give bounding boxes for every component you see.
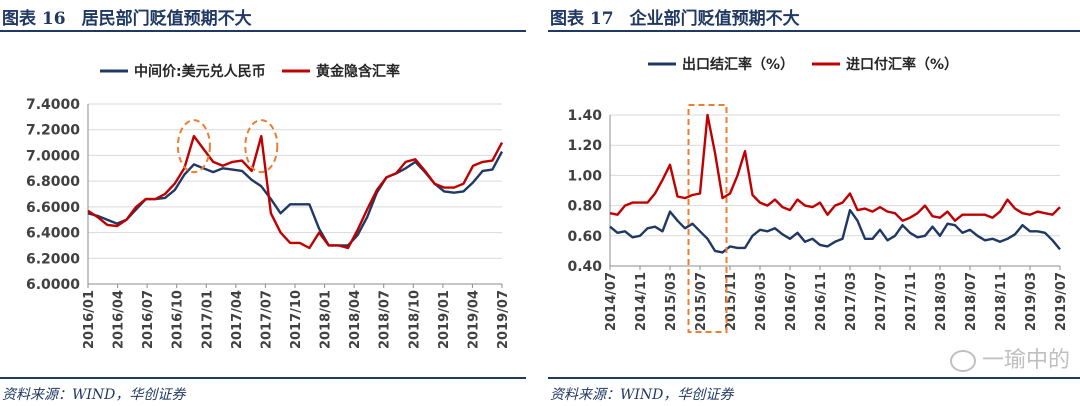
x-tick-label: 2019/07 bbox=[496, 290, 511, 349]
y-tick-label: 7.0000 bbox=[26, 148, 80, 164]
x-tick-label: 2017/07 bbox=[259, 290, 274, 349]
x-tick-label: 2017/10 bbox=[289, 290, 304, 349]
watermark-text: 一瑜中的 bbox=[981, 348, 1070, 373]
figure-17-label: 图表 17 bbox=[550, 9, 614, 29]
y-tick-label: 0.80 bbox=[567, 199, 602, 215]
x-tick-label: 2016/11 bbox=[814, 272, 829, 331]
figure-16-label: 图表 16 bbox=[2, 9, 66, 29]
x-tick-label: 2016/07 bbox=[784, 272, 799, 331]
x-tick-label: 2019/07 bbox=[1054, 272, 1069, 331]
x-tick-label: 2017/03 bbox=[844, 272, 859, 331]
x-tick-label: 2015/07 bbox=[694, 272, 709, 331]
figure-17: 图表 17 企业部门贬值预期不大 0.40 0.60 0.80 1.00 1.20 1.40… bbox=[548, 0, 1080, 406]
legend-label-2: 黄金隐含汇率 bbox=[316, 63, 400, 80]
y-tick-label: 6.4000 bbox=[26, 226, 80, 242]
y-tick-label: 1.40 bbox=[567, 108, 602, 124]
figure-16-bottom-rule bbox=[0, 377, 526, 379]
watermark: 一瑜中的 bbox=[949, 342, 1070, 374]
x-tick-label: 2019/03 bbox=[1024, 272, 1039, 331]
figure-17-title: 图表 17 企业部门贬值预期不大 bbox=[550, 4, 816, 29]
chart-16: 6.0000 6.2000 6.4000 6.6000 6.8000 7.0000 7.20… bbox=[26, 63, 511, 349]
x-tick-label: 2016/10 bbox=[171, 290, 186, 349]
x-tick-label: 2018/11 bbox=[994, 272, 1009, 331]
wechat-icon bbox=[949, 350, 976, 372]
x-tick-label: 2018/01 bbox=[319, 290, 334, 349]
x-tick-label: 2017/01 bbox=[200, 290, 215, 349]
x-tick-label: 2015/11 bbox=[724, 272, 739, 331]
x-tick-label: 2018/07 bbox=[964, 272, 979, 331]
series-line-2 bbox=[87, 134, 504, 250]
x-tick-label: 2018/10 bbox=[407, 290, 422, 349]
highlight-ellipse-1 bbox=[176, 119, 211, 174]
x-tick-label: 2018/07 bbox=[378, 290, 393, 349]
figure-16-heading: 居民部门贬值预期不大 bbox=[81, 9, 252, 29]
figure-16-top-rule bbox=[0, 30, 526, 32]
x-tick-label: 2017/07 bbox=[874, 272, 889, 331]
legend-label-2: 进口付汇率（%） bbox=[846, 56, 958, 73]
x-tick-label: 2017/11 bbox=[904, 272, 919, 331]
figure-16-source: 资料来源：WIND，华创证券 bbox=[2, 387, 186, 403]
x-tick-label: 2019/01 bbox=[437, 290, 452, 349]
x-tick-label: 2016/04 bbox=[112, 290, 127, 349]
figure-17-source: 资料来源：WIND，华创证券 bbox=[550, 387, 734, 403]
figure-17-top-rule bbox=[548, 30, 1080, 32]
highlight-box-1 bbox=[687, 104, 728, 333]
x-tick-label: 2019/04 bbox=[466, 290, 481, 349]
y-tick-label: 6.8000 bbox=[26, 174, 80, 190]
x-tick-label: 2018/04 bbox=[348, 290, 363, 349]
series-line-2 bbox=[609, 113, 1061, 222]
y-tick-label: 1.00 bbox=[567, 168, 602, 184]
y-tick-label: 0.60 bbox=[567, 229, 602, 245]
x-tick-label: 2017/04 bbox=[230, 290, 245, 349]
y-tick-label: 6.2000 bbox=[26, 251, 80, 267]
legend-label-1: 出口结汇率（%） bbox=[682, 56, 794, 73]
highlight-ellipse-2 bbox=[244, 119, 279, 174]
x-tick-label: 2014/11 bbox=[634, 272, 649, 331]
x-tick-label: 2015/03 bbox=[664, 272, 679, 331]
x-tick-label: 2016/01 bbox=[82, 290, 97, 349]
chart-17: 0.40 0.60 0.80 1.00 1.20 1.40 2014/07 2014/11 20… bbox=[567, 56, 1069, 333]
y-tick-label: 6.0000 bbox=[26, 277, 80, 293]
y-tick-label: 7.2000 bbox=[26, 123, 80, 139]
y-tick-label: 1.20 bbox=[567, 138, 602, 154]
y-tick-label: 7.4000 bbox=[26, 97, 80, 113]
figure-16: 图表 16 居民部门贬值预期不大 6.0000 6.2000 6.4000 6.6000… bbox=[0, 0, 526, 406]
x-tick-label: 2016/07 bbox=[141, 290, 156, 349]
x-tick-label: 2014/07 bbox=[604, 272, 619, 331]
y-tick-label: 6.6000 bbox=[26, 200, 80, 216]
legend-label-1: 中间价:美元兑人民币 bbox=[134, 63, 266, 80]
figure-17-heading: 企业部门贬值预期不大 bbox=[629, 9, 800, 29]
figure-16-title: 图表 16 居民部门贬值预期不大 bbox=[2, 4, 268, 29]
x-tick-label: 2016/03 bbox=[754, 272, 769, 331]
y-tick-label: 0.40 bbox=[567, 259, 602, 275]
series-line-1 bbox=[609, 208, 1061, 254]
figure-17-bottom-rule bbox=[548, 377, 1080, 379]
x-tick-label: 2018/03 bbox=[934, 272, 949, 331]
